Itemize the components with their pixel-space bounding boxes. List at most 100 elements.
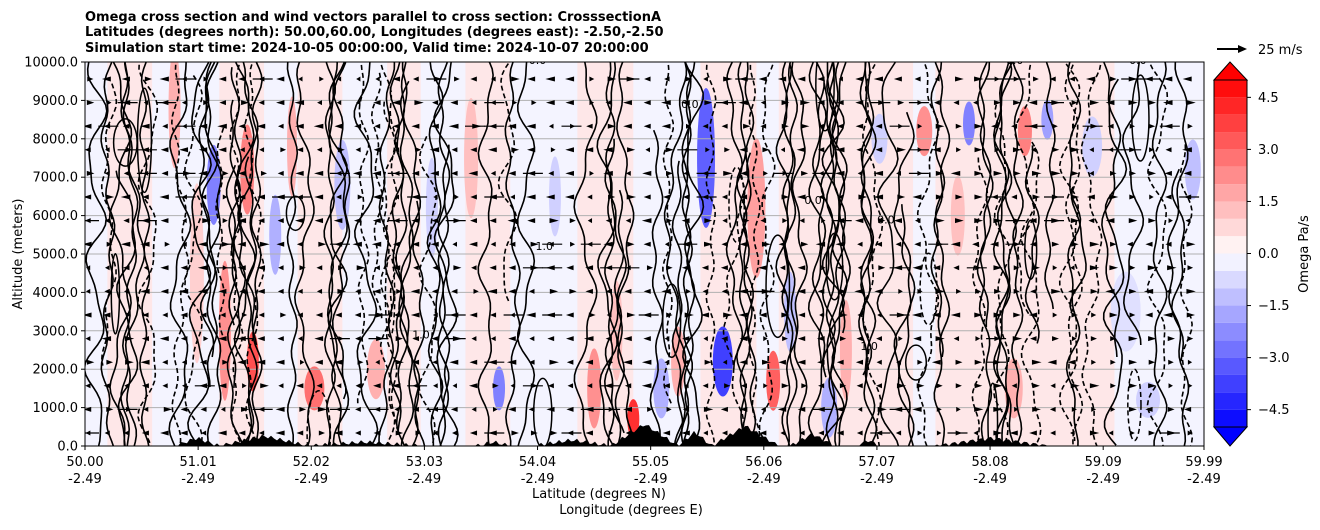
wind-vector-285 bbox=[392, 76, 401, 82]
wind-vector-603 bbox=[721, 288, 728, 294]
x-tick-label-lat-6: 56.06 bbox=[745, 455, 782, 470]
wind-vector-1029 bbox=[1187, 383, 1193, 389]
wind-vector-608 bbox=[720, 406, 728, 412]
wind-vector-923 bbox=[1071, 336, 1077, 342]
wind-vector-935 bbox=[1088, 218, 1095, 224]
wind-vector-796 bbox=[935, 288, 946, 294]
wind-vector-35 bbox=[121, 76, 130, 82]
wind-vector-993 bbox=[1148, 359, 1156, 365]
wind-vector-500 bbox=[608, 359, 614, 365]
wind-vector-763 bbox=[896, 383, 907, 389]
wind-vector-223 bbox=[316, 288, 323, 294]
wind-vector-411 bbox=[508, 406, 516, 412]
wind-vector-449 bbox=[546, 406, 555, 412]
wind-vector-478 bbox=[585, 265, 594, 271]
wind-vector-405 bbox=[508, 288, 516, 294]
wind-vector-555 bbox=[666, 406, 672, 412]
wind-vector-830 bbox=[975, 288, 982, 294]
wind-vector-128 bbox=[219, 100, 226, 106]
wind-vector-335 bbox=[433, 383, 438, 389]
wind-vector-667 bbox=[796, 194, 806, 200]
wind-vector-56 bbox=[140, 123, 150, 129]
omega-cell-14 bbox=[548, 156, 561, 237]
wind-vector-326 bbox=[430, 170, 439, 176]
wind-vector-734 bbox=[873, 170, 884, 176]
wind-vector-868 bbox=[1013, 265, 1020, 271]
contour-line-110 bbox=[1170, 168, 1186, 362]
wind-vector-489 bbox=[607, 123, 616, 129]
wind-vector-27 bbox=[105, 265, 110, 271]
wind-vector-787 bbox=[934, 100, 940, 106]
wind-vector-797 bbox=[931, 312, 941, 318]
contour-line-115 bbox=[115, 170, 139, 446]
wind-vector-181 bbox=[276, 100, 285, 106]
wind-vector-706 bbox=[840, 288, 846, 294]
contour-line-76 bbox=[781, 62, 798, 446]
wind-vector-919 bbox=[1071, 241, 1079, 247]
wind-vector-1009 bbox=[1167, 336, 1176, 342]
wind-vector-425 bbox=[525, 312, 536, 318]
wind-vector-897 bbox=[1051, 147, 1060, 153]
wind-vector-928 bbox=[1085, 76, 1096, 82]
wind-vector-84 bbox=[162, 312, 168, 318]
wind-vector-549 bbox=[666, 265, 673, 271]
wind-vector-984 bbox=[1149, 147, 1155, 153]
wind-vector-329 bbox=[430, 241, 439, 247]
wind-vector-389 bbox=[490, 336, 496, 342]
contour-line-53 bbox=[1080, 62, 1103, 446]
wind-vector-602 bbox=[720, 265, 728, 271]
wind-vector-281 bbox=[373, 383, 381, 389]
contour-line-1 bbox=[1065, 62, 1082, 446]
wind-vector-155 bbox=[241, 312, 248, 318]
contour-label-4: 1.0 bbox=[535, 240, 553, 253]
wind-vector-591 bbox=[703, 406, 714, 412]
wind-vector-1010 bbox=[1168, 359, 1174, 365]
wind-vector-854 bbox=[993, 383, 1003, 389]
wind-vector-815 bbox=[955, 359, 963, 365]
wind-vector-593 bbox=[723, 76, 733, 82]
wind-vector-907 bbox=[1052, 336, 1059, 342]
wind-vector-677 bbox=[799, 430, 805, 436]
wind-vector-883 bbox=[1029, 218, 1037, 224]
x-tick-label-lat-10: 59.99 bbox=[1185, 455, 1222, 470]
wind-vector-517 bbox=[624, 288, 632, 294]
wind-vector-307 bbox=[411, 170, 420, 176]
wind-vector-979 bbox=[1129, 430, 1135, 436]
wind-vector-917 bbox=[1070, 194, 1080, 200]
wind-vector-590 bbox=[702, 383, 709, 389]
wind-vector-4 bbox=[86, 170, 95, 176]
omega-cell-37 bbox=[1184, 139, 1201, 200]
wind-vector-356 bbox=[450, 406, 458, 412]
wind-vector-806 bbox=[956, 147, 962, 153]
wind-vector-200 bbox=[296, 147, 304, 153]
wind-vector-139 bbox=[220, 312, 226, 318]
contour-line-2 bbox=[722, 174, 746, 446]
wind-vector-505 bbox=[608, 430, 614, 436]
wind-vector-601 bbox=[721, 241, 728, 247]
wind-vector-189 bbox=[278, 265, 284, 271]
wind-vector-193 bbox=[275, 359, 285, 365]
wind-vector-641 bbox=[762, 359, 771, 365]
wind-vector-589 bbox=[704, 359, 712, 365]
contour-line-64 bbox=[1151, 62, 1168, 446]
wind-vector-713 bbox=[855, 76, 864, 82]
wind-vector-831 bbox=[974, 312, 984, 318]
wind-vector-385 bbox=[490, 241, 496, 247]
x-tick-label-lat-1: 51.01 bbox=[180, 455, 217, 470]
contour-line-26 bbox=[858, 62, 876, 446]
wind-vector-241 bbox=[337, 288, 347, 294]
wind-vector-933 bbox=[1089, 170, 1094, 176]
wind-vector-709 bbox=[836, 359, 844, 365]
wind-vector-381 bbox=[490, 170, 496, 176]
wind-vector-744 bbox=[877, 406, 887, 412]
wind-vector-701 bbox=[838, 194, 844, 200]
wind-vector-403 bbox=[509, 241, 516, 247]
wind-vector-272 bbox=[372, 218, 381, 224]
wind-vector-733 bbox=[875, 147, 883, 153]
wind-vector-146 bbox=[241, 100, 250, 106]
wind-vector-604 bbox=[723, 312, 733, 318]
wind-vector-1012 bbox=[1167, 406, 1175, 412]
y-tick-label-10: 10000.0 bbox=[24, 56, 78, 71]
wind-vector-842 bbox=[993, 170, 1003, 176]
